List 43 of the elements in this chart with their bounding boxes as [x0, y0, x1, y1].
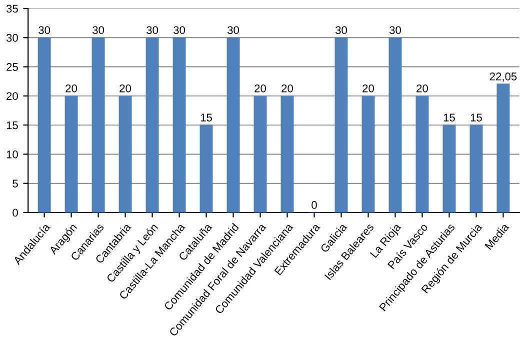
- y-tick-label: 10: [6, 150, 18, 158]
- data-label: 30: [92, 26, 104, 34]
- data-label: 0: [312, 201, 317, 209]
- data-label: 22,05: [490, 72, 517, 82]
- data-label: 30: [227, 26, 239, 34]
- data-label: 20: [66, 84, 78, 92]
- data-label: 30: [335, 26, 347, 34]
- data-label: 20: [416, 84, 428, 92]
- bar: [442, 124, 456, 212]
- bar: [254, 96, 267, 212]
- bar: [146, 37, 159, 212]
- bar: [280, 96, 294, 212]
- bar: [118, 96, 132, 212]
- y-tick-label: 5: [12, 180, 18, 188]
- bar: [470, 124, 483, 212]
- data-label: 30: [389, 26, 401, 34]
- data-label: 15: [200, 114, 212, 122]
- data-label: 30: [38, 26, 50, 34]
- bar: [334, 37, 348, 212]
- y-tick-label: 30: [6, 34, 18, 42]
- data-label: 20: [282, 84, 293, 92]
- data-label: 30: [174, 26, 186, 34]
- y-tick-label: 25: [6, 63, 18, 71]
- data-label: 20: [254, 84, 266, 92]
- y-tick-label: 0: [12, 208, 18, 217]
- y-tick-label: 35: [6, 4, 18, 13]
- bar: [388, 37, 402, 212]
- bar: [172, 37, 186, 212]
- data-label: 15: [444, 114, 455, 122]
- bar: [496, 84, 510, 212]
- bar: [226, 37, 240, 212]
- bar: [200, 124, 213, 212]
- bar: [362, 96, 375, 212]
- data-label: 20: [120, 84, 132, 92]
- y-tick-label: 20: [6, 92, 18, 100]
- data-label: 30: [146, 26, 158, 34]
- data-label: 15: [470, 114, 482, 122]
- bar: [416, 96, 429, 212]
- bar: [92, 37, 105, 212]
- data-label: 20: [362, 84, 374, 92]
- y-tick-label: 15: [6, 121, 18, 130]
- bar: [64, 96, 78, 212]
- bar: [38, 37, 51, 212]
